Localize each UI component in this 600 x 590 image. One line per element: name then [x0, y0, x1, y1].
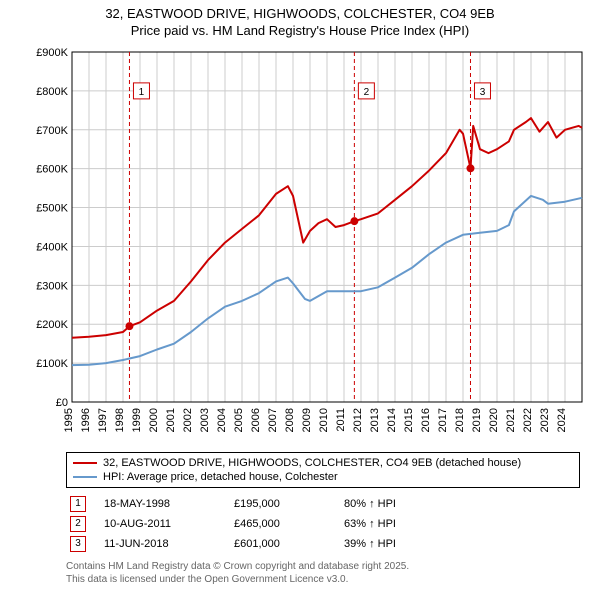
svg-text:2005: 2005: [233, 408, 245, 432]
svg-text:£200K: £200K: [36, 319, 68, 331]
svg-text:2006: 2006: [250, 408, 262, 432]
title-line-2: Price paid vs. HM Land Registry's House …: [10, 23, 590, 40]
svg-text:£400K: £400K: [36, 241, 68, 253]
svg-text:2013: 2013: [369, 408, 381, 432]
event-date: 18-MAY-1998: [100, 494, 230, 514]
event-marker-2: 2: [70, 516, 86, 532]
event-marker-1: 1: [70, 496, 86, 512]
svg-text:2015: 2015: [403, 408, 415, 432]
svg-text:1995: 1995: [63, 408, 75, 432]
svg-text:2: 2: [364, 87, 370, 98]
svg-text:2001: 2001: [165, 408, 177, 432]
chart-svg: £0 £100K £200K £300K £400K £500K £600K £700K £80…: [30, 46, 590, 446]
event-price: £195,000: [230, 494, 340, 514]
event-row: 3 11-JUN-2018 £601,000 39% ↑ HPI: [66, 534, 580, 554]
svg-text:2024: 2024: [556, 408, 568, 432]
svg-text:£0: £0: [56, 397, 68, 409]
event-delta: 80% ↑ HPI: [340, 494, 580, 514]
event-price: £465,000: [230, 514, 340, 534]
legend-swatch-0: [73, 462, 97, 464]
svg-text:2020: 2020: [488, 408, 500, 432]
svg-text:2010: 2010: [318, 408, 330, 432]
svg-text:1997: 1997: [97, 408, 109, 432]
svg-text:1999: 1999: [131, 408, 143, 432]
svg-text:£800K: £800K: [36, 86, 68, 98]
svg-text:2008: 2008: [284, 408, 296, 432]
svg-text:2019: 2019: [471, 408, 483, 432]
legend-label-0: 32, EASTWOOD DRIVE, HIGHWOODS, COLCHESTE…: [103, 457, 521, 469]
svg-text:£500K: £500K: [36, 202, 68, 214]
title-line-1: 32, EASTWOOD DRIVE, HIGHWOODS, COLCHESTE…: [10, 6, 590, 23]
legend-label-1: HPI: Average price, detached house, Colc…: [103, 471, 338, 483]
svg-text:2004: 2004: [216, 408, 228, 432]
svg-text:2009: 2009: [301, 408, 313, 432]
svg-text:3: 3: [480, 87, 486, 98]
legend: 32, EASTWOOD DRIVE, HIGHWOODS, COLCHESTE…: [66, 452, 580, 488]
svg-text:1996: 1996: [80, 408, 92, 432]
svg-text:2022: 2022: [522, 408, 534, 432]
event-date: 10-AUG-2011: [100, 514, 230, 534]
event-delta: 39% ↑ HPI: [340, 534, 580, 554]
svg-text:2014: 2014: [386, 408, 398, 432]
event-row: 1 18-MAY-1998 £195,000 80% ↑ HPI: [66, 494, 580, 514]
event-price: £601,000: [230, 534, 340, 554]
footer-line-2: This data is licensed under the Open Gov…: [66, 573, 580, 586]
event-delta: 63% ↑ HPI: [340, 514, 580, 534]
svg-text:2017: 2017: [437, 408, 449, 432]
svg-text:2012: 2012: [352, 408, 364, 432]
footer: Contains HM Land Registry data © Crown c…: [66, 560, 580, 586]
svg-text:2003: 2003: [199, 408, 211, 432]
legend-swatch-1: [73, 476, 97, 478]
svg-text:2016: 2016: [420, 408, 432, 432]
svg-text:£600K: £600K: [36, 163, 68, 175]
footer-line-1: Contains HM Land Registry data © Crown c…: [66, 560, 580, 573]
svg-text:£700K: £700K: [36, 125, 68, 137]
svg-text:2021: 2021: [505, 408, 517, 432]
svg-text:2023: 2023: [539, 408, 551, 432]
event-row: 2 10-AUG-2011 £465,000 63% ↑ HPI: [66, 514, 580, 534]
svg-text:2002: 2002: [182, 408, 194, 432]
svg-text:2011: 2011: [335, 408, 347, 432]
chart-title-block: 32, EASTWOOD DRIVE, HIGHWOODS, COLCHESTE…: [0, 0, 600, 42]
event-date: 11-JUN-2018: [100, 534, 230, 554]
svg-text:£900K: £900K: [36, 47, 68, 59]
svg-text:2000: 2000: [148, 408, 160, 432]
legend-row: HPI: Average price, detached house, Colc…: [73, 470, 573, 484]
chart-area: £0 £100K £200K £300K £400K £500K £600K £700K £80…: [30, 46, 590, 446]
svg-text:£100K: £100K: [36, 358, 68, 370]
svg-text:1998: 1998: [114, 408, 126, 432]
svg-text:£300K: £300K: [36, 280, 68, 292]
svg-text:2007: 2007: [267, 408, 279, 432]
svg-text:2018: 2018: [454, 408, 466, 432]
event-marker-3: 3: [70, 536, 86, 552]
svg-text:1: 1: [139, 87, 145, 98]
events-table: 1 18-MAY-1998 £195,000 80% ↑ HPI 2 10-AU…: [66, 494, 580, 554]
legend-row: 32, EASTWOOD DRIVE, HIGHWOODS, COLCHESTE…: [73, 456, 573, 470]
